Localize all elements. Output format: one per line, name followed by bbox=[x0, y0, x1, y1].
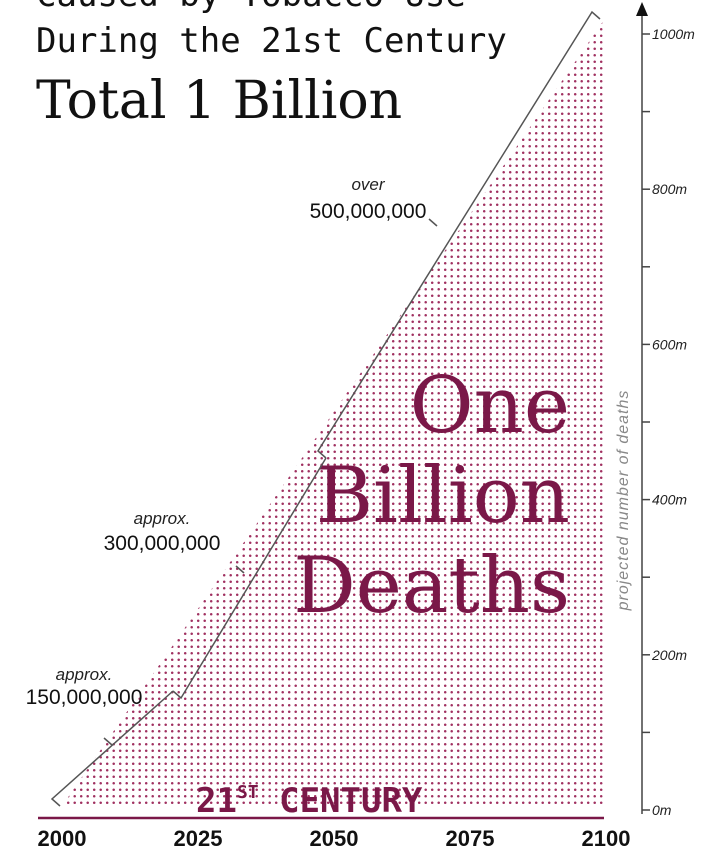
y-tick-label: 400m bbox=[652, 492, 687, 508]
y-axis-arrow bbox=[636, 2, 648, 16]
annotation-amount-2025: 150,000,000 bbox=[26, 686, 143, 709]
hypotenuse-bracket bbox=[50, 10, 601, 807]
x-tick-label: 2000 bbox=[38, 826, 87, 851]
header-line-1: Caused by Tobacco Use bbox=[36, 0, 466, 15]
century-label: 21ST CENTURY bbox=[196, 781, 423, 821]
annotation-note-2050: approx. bbox=[134, 509, 191, 528]
y-tick-label: 0m bbox=[652, 802, 672, 818]
y-tick-label: 800m bbox=[652, 181, 687, 197]
overlay-line-billion: Billion bbox=[316, 451, 570, 541]
annotation-note-2100: over bbox=[351, 175, 385, 194]
annotation-amount-2050: 300,000,000 bbox=[104, 532, 221, 555]
overlay-line-deaths: Deaths bbox=[293, 541, 570, 631]
overlay-line-one: One bbox=[410, 361, 570, 451]
y-tick-label: 1000m bbox=[652, 26, 695, 42]
annotation-note-2025: approx. bbox=[56, 665, 113, 684]
annotation-amount-2100: 500,000,000 bbox=[310, 200, 427, 223]
x-tick-label: 2050 bbox=[310, 826, 359, 851]
deaths-area bbox=[62, 20, 604, 806]
header-line-2: During the 21st Century bbox=[36, 21, 507, 61]
x-tick-label: 2075 bbox=[446, 826, 495, 851]
y-axis-label: projected number of deaths bbox=[615, 390, 632, 612]
y-tick-label: 600m bbox=[652, 336, 687, 352]
header-line-3: Total 1 Billion bbox=[36, 71, 402, 131]
x-tick-label: 2100 bbox=[582, 826, 631, 851]
x-tick-label: 2025 bbox=[174, 826, 223, 851]
y-tick-label: 200m bbox=[651, 647, 687, 663]
